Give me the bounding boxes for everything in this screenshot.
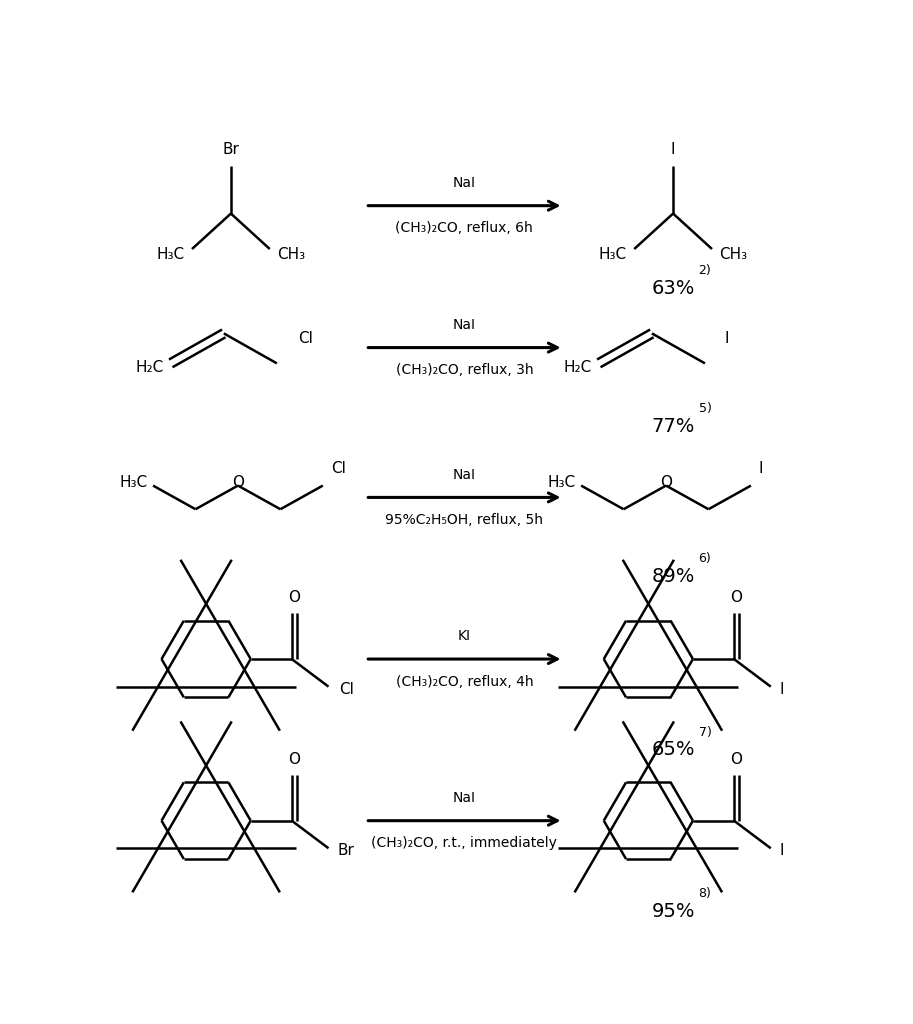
Text: O: O [288,752,299,767]
Text: I: I [780,682,783,696]
Text: 95%: 95% [651,902,695,921]
Text: 77%: 77% [651,417,695,436]
Text: Cl: Cl [331,461,346,476]
Text: H₃C: H₃C [599,247,627,262]
Text: (CH₃)₂CO, reflux, 6h: (CH₃)₂CO, reflux, 6h [395,221,533,236]
Text: O: O [288,591,299,605]
Text: I: I [758,461,762,476]
Text: 8): 8) [698,888,711,900]
Text: 95%C₂H₅OH, reflux, 5h: 95%C₂H₅OH, reflux, 5h [385,513,543,527]
Text: Cl: Cl [339,682,354,696]
Text: (CH₃)₂CO, r.t., immediately: (CH₃)₂CO, r.t., immediately [372,837,557,851]
Text: Cl: Cl [298,331,313,346]
Text: 63%: 63% [651,279,695,298]
Text: H₃C: H₃C [547,475,575,489]
Text: (CH₃)₂CO, reflux, 4h: (CH₃)₂CO, reflux, 4h [395,675,533,689]
Text: H₂C: H₂C [563,359,592,375]
Text: H₂C: H₂C [135,359,163,375]
Text: KI: KI [458,630,471,643]
Text: 7): 7) [698,726,711,738]
Text: H₃C: H₃C [157,247,184,262]
Text: I: I [671,141,676,157]
Text: 89%: 89% [651,566,695,586]
Text: 65%: 65% [651,740,695,759]
Text: NaI: NaI [453,317,476,332]
Text: O: O [660,475,672,489]
Text: H₃C: H₃C [120,475,147,489]
Text: O: O [232,475,244,489]
Text: NaI: NaI [453,176,476,189]
Text: CH₃: CH₃ [277,247,305,262]
Text: I: I [780,843,783,858]
Text: 6): 6) [698,552,711,565]
Text: I: I [725,331,729,346]
Text: NaI: NaI [453,791,476,805]
Text: NaI: NaI [453,468,476,481]
Text: Br: Br [337,843,354,858]
Text: CH₃: CH₃ [719,247,747,262]
Text: O: O [730,752,742,767]
Text: (CH₃)₂CO, reflux, 3h: (CH₃)₂CO, reflux, 3h [395,364,533,378]
Text: Br: Br [223,141,239,157]
Text: 5): 5) [698,402,711,416]
Text: 2): 2) [698,264,711,278]
Text: O: O [730,591,742,605]
